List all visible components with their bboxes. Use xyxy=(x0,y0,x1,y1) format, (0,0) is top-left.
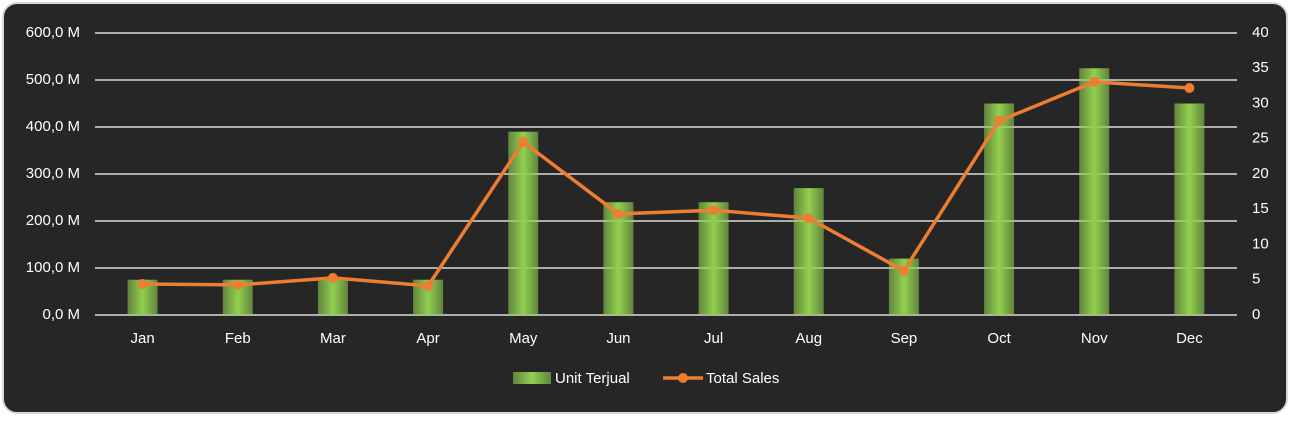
x-tick-label: Mar xyxy=(320,330,346,347)
legend-swatch xyxy=(513,372,551,384)
bar xyxy=(698,202,729,315)
y2-tick-label: 20 xyxy=(1252,165,1269,182)
x-tick-label: Nov xyxy=(1081,330,1108,347)
line-marker xyxy=(137,278,148,289)
y2-tick-label: 0 xyxy=(1252,306,1260,323)
x-tick-label: Sep xyxy=(891,330,918,347)
line-marker xyxy=(232,279,243,290)
bar xyxy=(317,279,348,315)
line xyxy=(142,80,1190,288)
line-marker xyxy=(708,205,719,216)
bar xyxy=(603,202,634,315)
bar xyxy=(1174,103,1205,315)
y2-tick-label: 15 xyxy=(1252,200,1269,217)
line-marker xyxy=(1089,76,1100,87)
y2-tick-label: 25 xyxy=(1252,130,1269,147)
line-marker xyxy=(994,115,1005,126)
x-tick-label: Jul xyxy=(704,330,723,347)
bar xyxy=(1079,68,1110,315)
y-tick-label: 0,0 M xyxy=(42,306,80,323)
x-tick-label: Apr xyxy=(416,330,439,347)
y-tick-label: 600,0 M xyxy=(26,24,80,41)
line-marker xyxy=(803,213,814,224)
y2-tick-label: 5 xyxy=(1252,271,1260,288)
line-marker xyxy=(613,208,624,219)
x-tick-label: Jun xyxy=(606,330,630,347)
line-marker xyxy=(1184,82,1195,93)
line-marker xyxy=(898,265,909,276)
y2-tick-label: 30 xyxy=(1252,94,1269,111)
x-tick-label: May xyxy=(509,330,538,347)
bar xyxy=(793,188,824,315)
y-tick-label: 300,0 M xyxy=(26,165,80,182)
x-tick-label: Aug xyxy=(795,330,822,347)
y-tick-label: 400,0 M xyxy=(26,118,80,135)
y2-tick-label: 35 xyxy=(1252,59,1269,76)
x-tick-label: Feb xyxy=(225,330,251,347)
bar xyxy=(508,131,539,315)
x-tick-label: Jan xyxy=(130,330,154,347)
legend-swatch-marker xyxy=(678,373,688,383)
legend-label: Unit Terjual xyxy=(555,370,630,387)
y-tick-label: 200,0 M xyxy=(26,212,80,229)
legend-label: Total Sales xyxy=(706,370,779,387)
x-tick-label: Oct xyxy=(987,330,1011,347)
y2-tick-label: 10 xyxy=(1252,235,1269,252)
y-tick-label: 500,0 M xyxy=(26,71,80,88)
y2-tick-label: 40 xyxy=(1252,24,1269,41)
x-tick-label: Dec xyxy=(1176,330,1203,347)
line-marker xyxy=(518,137,529,148)
line-marker xyxy=(423,280,434,291)
y-tick-label: 100,0 M xyxy=(26,259,80,276)
line-marker xyxy=(327,272,338,283)
